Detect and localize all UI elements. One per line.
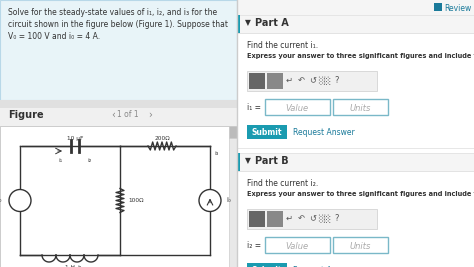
Text: 10 μF: 10 μF (67, 136, 83, 141)
Bar (0, 108, 237, 126)
Text: i₀: i₀ (227, 198, 231, 203)
Bar (267, 73, 283, 89)
Bar (247, 209, 377, 229)
Text: 100Ω: 100Ω (128, 198, 144, 203)
Bar (249, 73, 265, 89)
Text: Find the current i₁.: Find the current i₁. (247, 41, 318, 50)
Text: ?: ? (335, 214, 339, 223)
Bar (247, 125, 287, 139)
Text: ‹: ‹ (111, 110, 115, 120)
Text: 1 H: 1 H (65, 265, 75, 267)
Text: μA: μA (270, 76, 280, 82)
Text: μA: μA (270, 214, 280, 220)
Bar (229, 126, 237, 138)
Text: Request Answer: Request Answer (293, 266, 355, 267)
Bar (237, 171, 474, 267)
Bar (0, 100, 237, 108)
Text: ?: ? (335, 76, 339, 85)
Bar (237, 33, 474, 148)
Text: Part B: Part B (255, 156, 289, 166)
Bar (229, 126, 237, 267)
Text: 1 of 1: 1 of 1 (117, 110, 139, 119)
Text: 200Ω: 200Ω (154, 136, 170, 141)
Text: ↺: ↺ (310, 214, 317, 223)
Text: Express your answer to three significant figures and include the appropriate uni: Express your answer to three significant… (247, 53, 474, 59)
Circle shape (199, 190, 221, 211)
Text: i₂ =: i₂ = (247, 241, 261, 250)
Text: i₂: i₂ (78, 265, 82, 267)
Text: Figure: Figure (8, 110, 44, 120)
Text: i₃: i₃ (214, 151, 218, 156)
Bar (267, 211, 283, 227)
Text: ↺: ↺ (310, 76, 317, 85)
Text: circuit shown in the figure below (Figure 1). Suppose that: circuit shown in the figure below (Figur… (8, 20, 228, 29)
Text: ▼: ▼ (245, 156, 251, 165)
Bar (247, 71, 377, 91)
Bar (249, 211, 265, 227)
Text: V₀ = 100 V and i₀ = 4 A.: V₀ = 100 V and i₀ = 4 A. (8, 32, 100, 41)
Text: ▼: ▼ (245, 18, 251, 27)
Bar (237, 0, 474, 267)
Text: Value: Value (285, 104, 309, 113)
Bar (237, 15, 240, 33)
Bar (237, 15, 474, 33)
Text: Request Answer: Request Answer (293, 128, 355, 137)
Bar (237, 0, 474, 15)
Bar (247, 263, 287, 267)
Bar (237, 153, 240, 171)
Text: ›: › (148, 110, 152, 120)
Bar (237, 153, 474, 171)
Bar (265, 99, 330, 115)
Bar (265, 237, 330, 253)
Text: i₂: i₂ (88, 158, 92, 163)
Text: Review: Review (444, 4, 471, 13)
Bar (333, 99, 388, 115)
Bar (0, 0, 237, 100)
Text: Find the current i₂.: Find the current i₂. (247, 179, 318, 188)
Text: ░░: ░░ (319, 76, 331, 85)
Text: Value: Value (285, 242, 309, 251)
Text: ░░: ░░ (319, 214, 331, 223)
Text: ↶: ↶ (298, 76, 304, 85)
Text: V₀: V₀ (0, 198, 3, 203)
Text: Submit: Submit (252, 128, 282, 137)
Bar (0, 126, 237, 267)
Bar (333, 237, 388, 253)
Text: Units: Units (349, 104, 371, 113)
Text: Submit: Submit (252, 266, 282, 267)
Text: i₁ =: i₁ = (247, 103, 261, 112)
Text: Express your answer to three significant figures and include the appropriate uni: Express your answer to three significant… (247, 191, 474, 197)
Text: Units: Units (349, 242, 371, 251)
Text: ↵: ↵ (285, 76, 292, 85)
Text: Solve for the steady-state values of i₁, i₂, and i₃ for the: Solve for the steady-state values of i₁,… (8, 8, 217, 17)
Text: ↵: ↵ (285, 214, 292, 223)
Text: ↶: ↶ (298, 214, 304, 223)
Circle shape (9, 190, 31, 211)
Text: i₁: i₁ (59, 158, 63, 163)
Bar (434, 3, 442, 11)
Text: Part A: Part A (255, 18, 289, 28)
